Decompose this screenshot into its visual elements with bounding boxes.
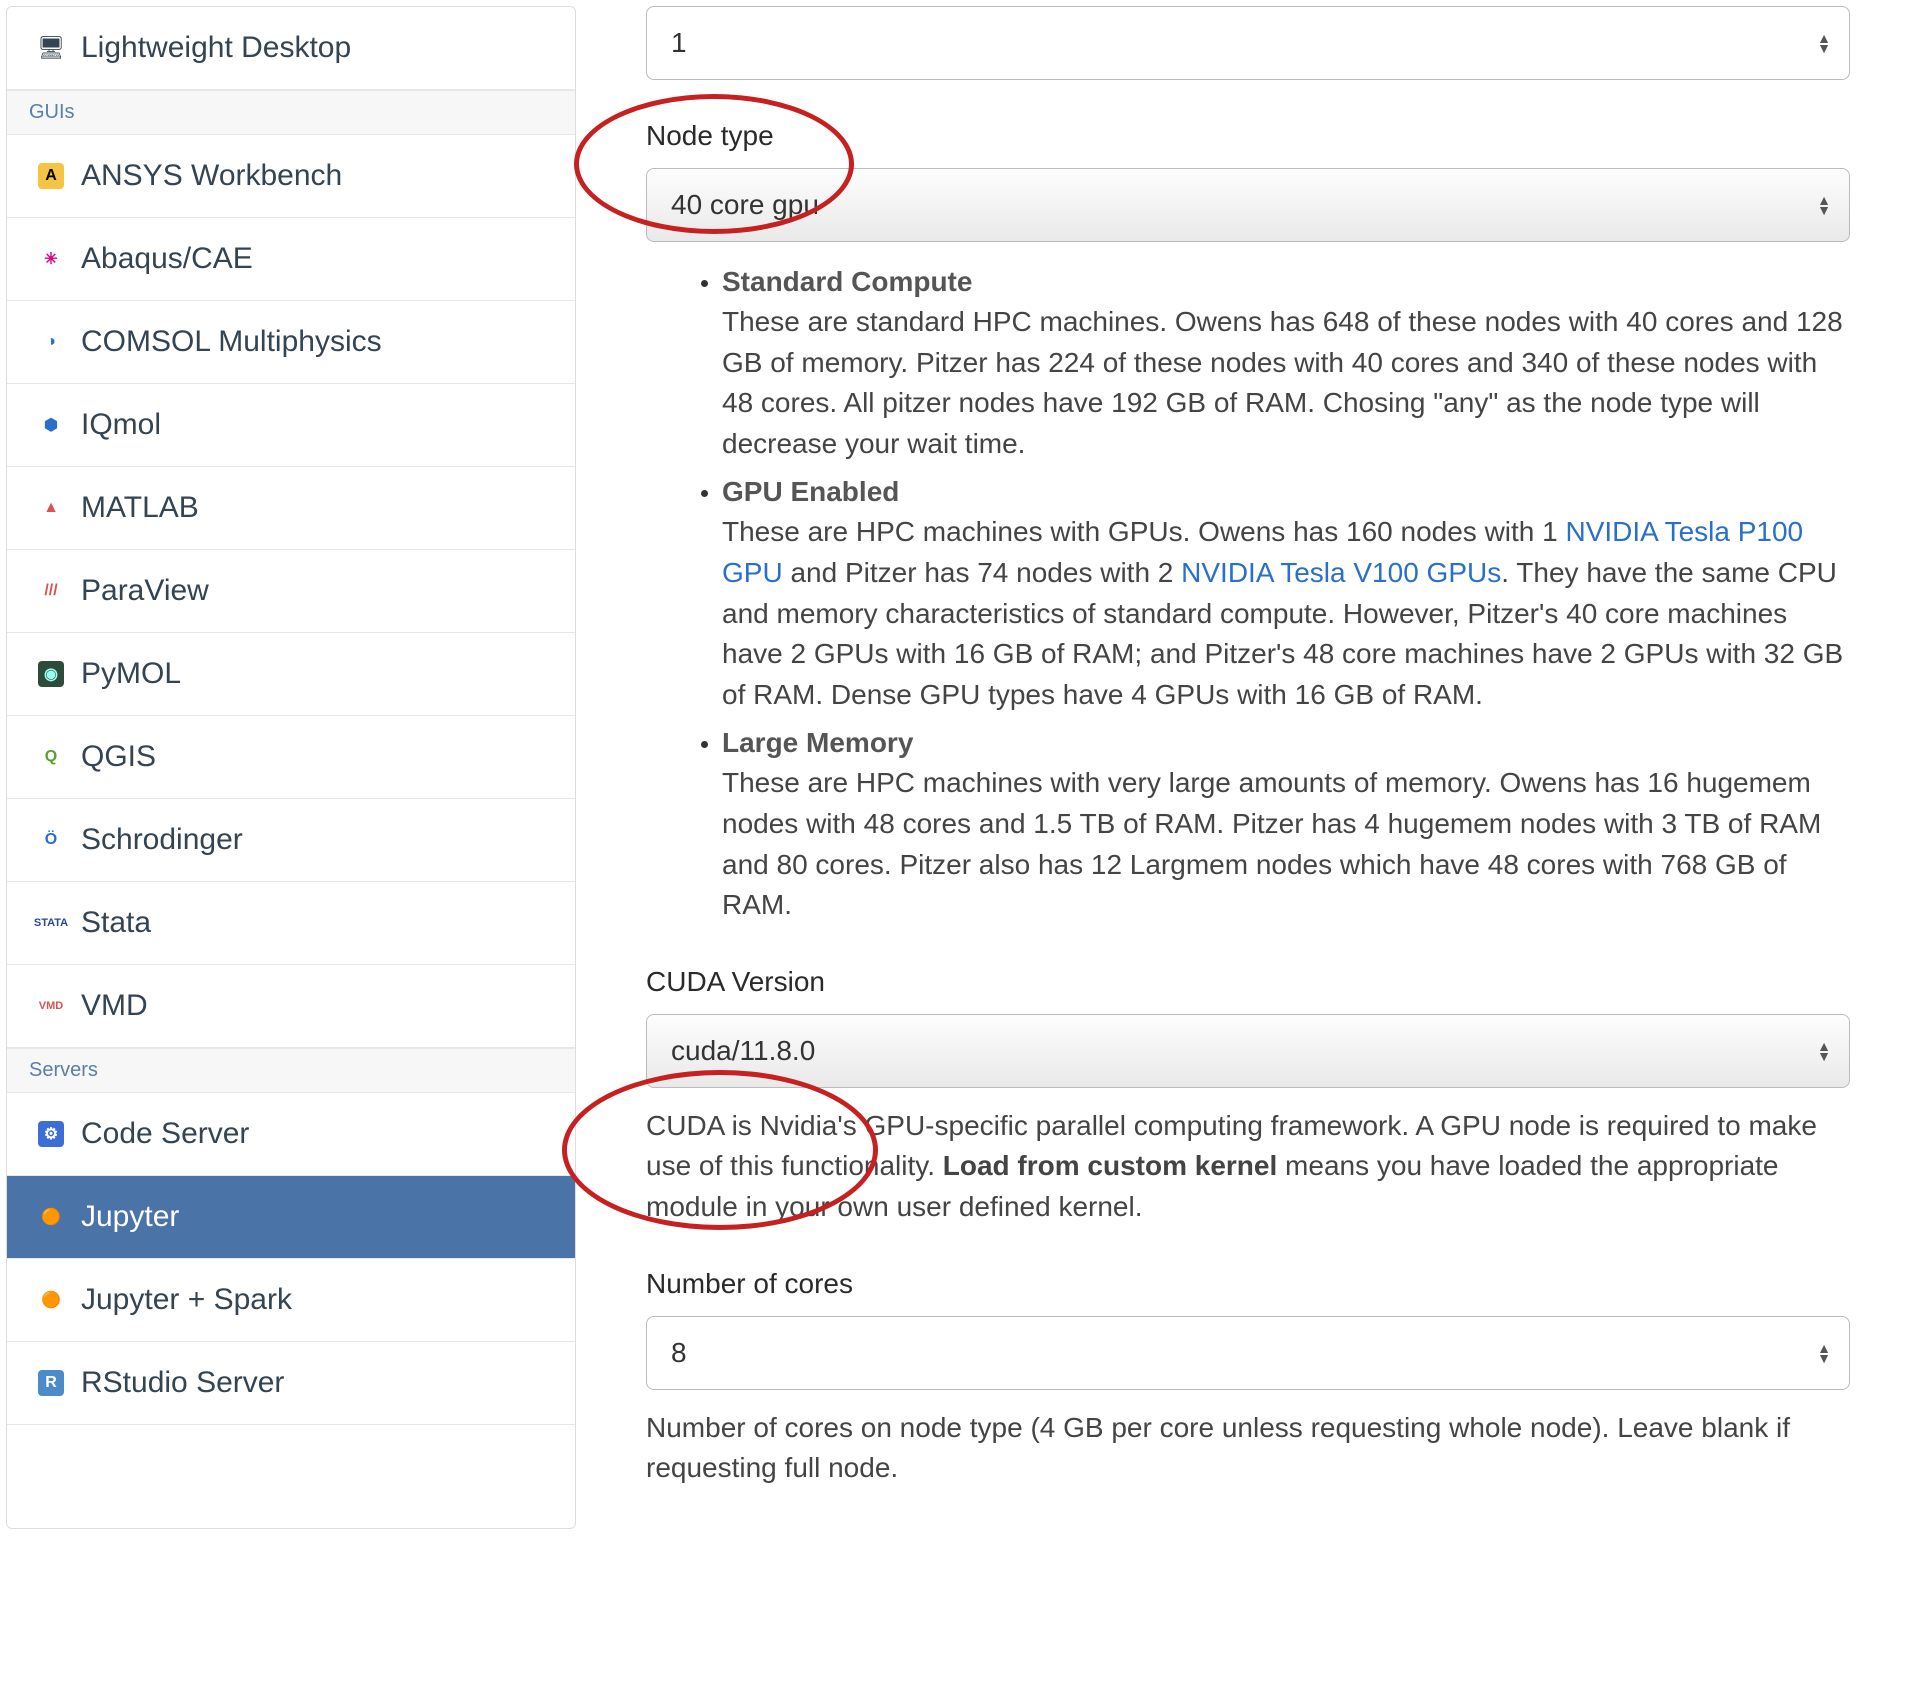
desc-body-standard: These are standard HPC machines. Owens h… [722,302,1850,464]
sidebar-item-abaqus[interactable]: ✳ Abaqus/CAE [7,218,575,301]
app-icon: 🟠 [35,1201,67,1233]
sidebar-item-label: COMSOL Multiphysics [81,325,382,359]
sidebar-item-label: ParaView [81,574,209,608]
cores-input[interactable]: 8 ▲ ▼ [646,1316,1850,1390]
sidebar-section-header: GUIs [7,90,575,135]
sidebar-item-label: ANSYS Workbench [81,159,342,193]
sidebar-item-label: Abaqus/CAE [81,242,253,276]
cuda-help: CUDA is Nvidia's GPU-specific parallel c… [646,1106,1850,1228]
cuda-value: cuda/11.8.0 [671,1035,815,1067]
sidebar-item-qgis[interactable]: Q QGIS [7,716,575,799]
cuda-select[interactable]: cuda/11.8.0 ▲▼ [646,1014,1850,1088]
sidebar-item-label: IQmol [81,408,161,442]
app-icon: Q [35,741,67,773]
app-icon: /// [35,575,67,607]
desc-title-standard: Standard Compute [722,266,1850,298]
sidebar-item-label: Stata [81,906,151,940]
app-icon: Ö [35,824,67,856]
node-type-label: Node type [646,120,1850,152]
app-icon: ✳ [35,243,67,275]
node-type-description: Standard Compute These are standard HPC … [646,266,1850,926]
sidebar-item-comsol[interactable]: ◑ COMSOL Multiphysics [7,301,575,384]
chevron-down-icon[interactable]: ▼ [1817,43,1831,53]
app-icon: VMD [35,990,67,1022]
desc-title-gpu: GPU Enabled [722,476,1850,508]
desc-body-gpu: These are HPC machines with GPUs. Owens … [722,512,1850,715]
node-type-value: 40 core gpu [671,189,819,221]
sidebar-item-schrodinger[interactable]: Ö Schrodinger [7,799,575,882]
sidebar-item-label: Code Server [81,1117,249,1151]
link-v100[interactable]: NVIDIA Tesla V100 GPUs [1181,557,1501,588]
sidebar-item-rstudio[interactable]: R RStudio Server [7,1342,575,1425]
app-icon: ⚙ [35,1118,67,1150]
sidebar: 🖥 Lightweight Desktop GUIs A ANSYS Workbenc… [6,6,576,1529]
app-icon: 🟠 [35,1284,67,1316]
sidebar-item-matlab[interactable]: ▲ MATLAB [7,467,575,550]
cores-label: Number of cores [646,1268,1850,1300]
sidebar-item-label: QGIS [81,740,156,774]
sidebar-item-vmd[interactable]: VMD VMD [7,965,575,1048]
desktop-icon: 🖥 [35,32,67,64]
sidebar-item-stata[interactable]: STATA Stata [7,882,575,965]
stepper-icon[interactable]: ▲ ▼ [1817,1343,1831,1363]
sidebar-item-jupyter-spark[interactable]: 🟠 Jupyter + Spark [7,1259,575,1342]
sidebar-item-ansys[interactable]: A ANSYS Workbench [7,135,575,218]
app-icon: STATA [35,907,67,939]
cuda-label: CUDA Version [646,966,1850,998]
sidebar-item-pymol[interactable]: ◉ PyMOL [7,633,575,716]
select-caret-icon: ▲▼ [1817,1041,1831,1061]
app-icon: R [35,1367,67,1399]
cuda-help-bold: Load from custom kernel [943,1150,1278,1181]
app-icon: ◑ [35,326,67,358]
main-form: 1 ▲ ▼ Node type 40 core gpu ▲▼ Standard … [576,0,1920,1529]
stepper-icon[interactable]: ▲ ▼ [1817,33,1831,53]
select-caret-icon: ▲▼ [1817,195,1831,215]
desc-body-largemem: These are HPC machines with very large a… [722,763,1850,925]
sidebar-section-header: Servers [7,1048,575,1093]
sidebar-item-label: PyMOL [81,657,181,691]
sidebar-item-label: RStudio Server [81,1366,284,1400]
chevron-down-icon[interactable]: ▼ [1817,1353,1831,1363]
desc-title-largemem: Large Memory [722,727,1850,759]
app-icon: ◉ [35,658,67,690]
sidebar-item-label: VMD [81,989,148,1023]
app-icon: ▲ [35,492,67,524]
app-icon: A [35,160,67,192]
sidebar-item-label: Jupyter + Spark [81,1283,292,1317]
cores-help: Number of cores on node type (4 GB per c… [646,1408,1850,1489]
sidebar-item-label: MATLAB [81,491,199,525]
sidebar-item-lightweight-desktop[interactable]: 🖥 Lightweight Desktop [7,7,575,90]
sidebar-item-label: Lightweight Desktop [81,31,351,65]
top-number-value: 1 [671,27,687,59]
sidebar-item-iqmol[interactable]: ⬢ IQmol [7,384,575,467]
sidebar-item-jupyter[interactable]: 🟠 Jupyter [7,1176,575,1259]
top-number-input[interactable]: 1 ▲ ▼ [646,6,1850,80]
sidebar-item-paraview[interactable]: /// ParaView [7,550,575,633]
sidebar-item-label: Schrodinger [81,823,243,857]
cores-value: 8 [671,1337,687,1369]
sidebar-item-label: Jupyter [81,1200,179,1234]
app-icon: ⬢ [35,409,67,441]
node-type-select[interactable]: 40 core gpu ▲▼ [646,168,1850,242]
sidebar-item-code-server[interactable]: ⚙ Code Server [7,1093,575,1176]
